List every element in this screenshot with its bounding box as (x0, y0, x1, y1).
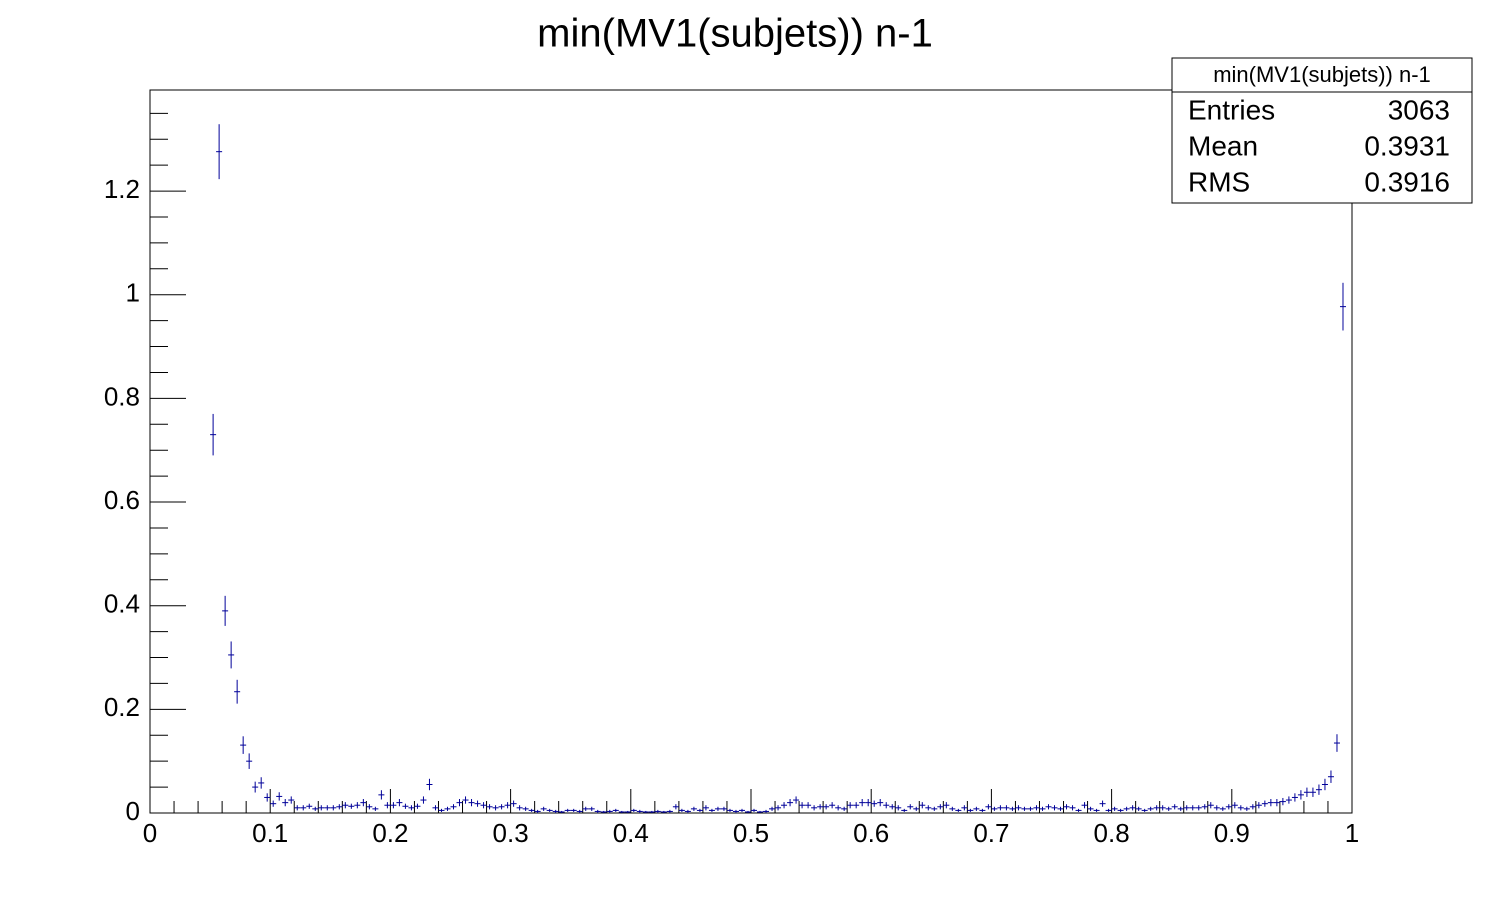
stats-box (1171, 57, 1473, 204)
x-tick-label: 0.3 (493, 818, 529, 848)
y-tick-label: 1 (126, 278, 140, 308)
x-tick-label: 0.9 (1214, 818, 1250, 848)
chart-title: min(MV1(subjets)) n-1 (537, 12, 933, 56)
y-tick-label: 0.6 (104, 485, 140, 515)
y-tick-label: 0.2 (104, 692, 140, 722)
x-tick-label: 0.1 (252, 818, 288, 848)
x-tick-label: 0.5 (733, 818, 769, 848)
x-tick-label: 0.4 (613, 818, 649, 848)
x-tick-label: 0.7 (973, 818, 1009, 848)
x-tick-label: 0.6 (853, 818, 889, 848)
x-tick-label: 0.8 (1094, 818, 1130, 848)
x-tick-label: 0.2 (372, 818, 408, 848)
y-tick-label: 1.2 (104, 174, 140, 204)
stats-title: min(MV1(subjets)) n-1 (1213, 62, 1431, 87)
x-tick-label: 1 (1345, 818, 1359, 848)
stats-label: RMS (1188, 166, 1250, 197)
stats-label: Mean (1188, 130, 1258, 161)
y-tick-label: 0 (126, 796, 140, 826)
y-tick-label: 0.4 (104, 589, 140, 619)
stats-label: Entries (1188, 94, 1275, 125)
y-tick-label: 0.8 (104, 381, 140, 411)
stats-value: 3063 (1388, 94, 1450, 125)
x-tick-label: 0 (143, 818, 157, 848)
stats-value: 0.3916 (1364, 166, 1450, 197)
stats-value: 0.3931 (1364, 130, 1450, 161)
